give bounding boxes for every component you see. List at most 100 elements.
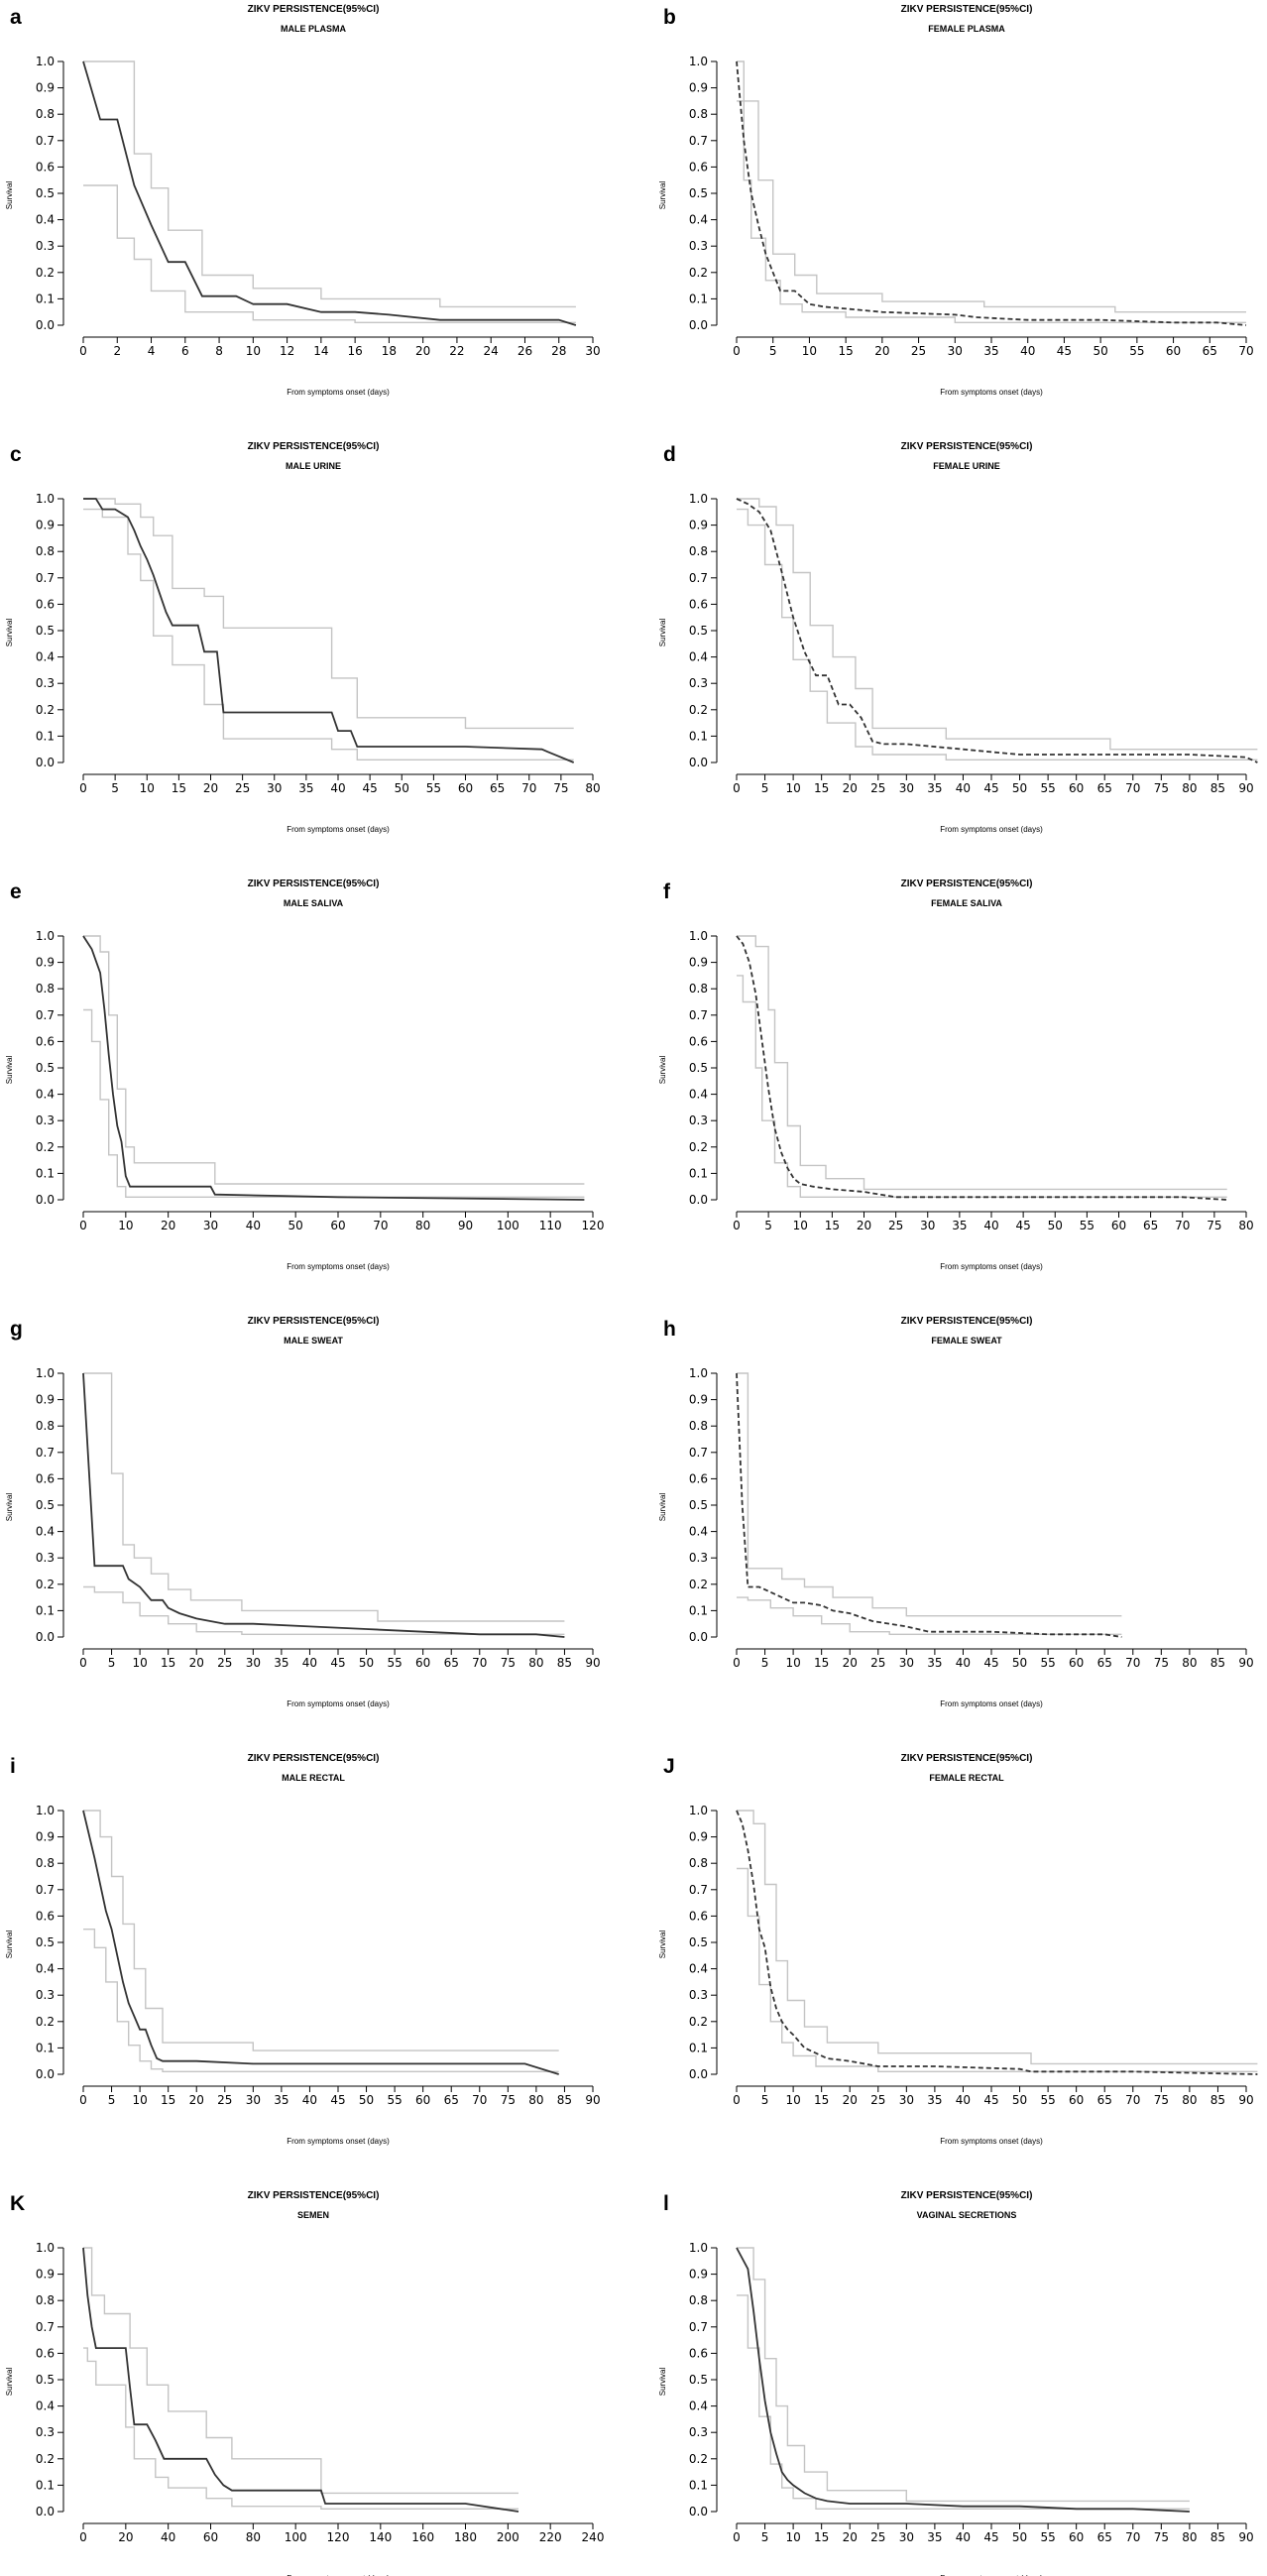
x-tick-label: 15 — [839, 344, 854, 358]
y-tick-label: 0.5 — [689, 1935, 708, 1949]
y-tick-label: 0.0 — [36, 1193, 55, 1207]
x-tick-label: 20 — [189, 1656, 204, 1670]
y-tick-label: 0.5 — [36, 1498, 55, 1512]
ci-lower-line — [83, 1928, 559, 2073]
panel-J: J ZIKV PERSISTENCE(95%CI) FEMALE RECTAL 0.0… — [658, 1753, 1258, 2146]
y-tick-label: 0.9 — [36, 1830, 55, 1844]
x-tick-label: 70 — [373, 1219, 388, 1232]
y-tick-label: 0.9 — [36, 956, 55, 970]
x-tick-label: 180 — [454, 2530, 477, 2544]
panel-d: d ZIKV PERSISTENCE(95%CI) FEMALE URINE 0.0 0… — [658, 441, 1258, 834]
x-tick-label: 50 — [1048, 1219, 1063, 1232]
x-tick-label: 5 — [111, 781, 119, 795]
chart-title: ZIKV PERSISTENCE(95%CI) — [248, 1316, 380, 1327]
x-tick-label: 85 — [1210, 2530, 1225, 2544]
x-tick-label: 45 — [1015, 1219, 1030, 1232]
y-tick-label: 1.0 — [36, 55, 55, 68]
y-tick-label: 0.6 — [689, 1034, 708, 1048]
ci-upper-line — [737, 1372, 1122, 1617]
y-tick-label: 0.5 — [689, 2373, 708, 2387]
y-tick-label: 0.5 — [689, 186, 708, 200]
x-tick-label: 30 — [267, 781, 282, 795]
x-tick-label: 35 — [927, 781, 942, 795]
y-tick-label: 0.4 — [689, 213, 708, 227]
panel-e: e ZIKV PERSISTENCE(95%CI) MALE SALIVA 0.0 0.… — [5, 878, 604, 1271]
x-axis-label: From symptoms onset (days) — [940, 2137, 1043, 2146]
x-tick-label: 10 — [118, 1219, 133, 1232]
x-tick-label: 35 — [983, 344, 998, 358]
x-tick-label: 40 — [246, 1219, 261, 1232]
ci-upper-line — [737, 1810, 1258, 2065]
x-tick-label: 25 — [870, 1656, 885, 1670]
x-tick-label: 14 — [313, 344, 328, 358]
survival-estimate-line — [82, 935, 585, 1201]
x-tick-label: 10 — [785, 2530, 800, 2544]
x-tick-label: 25 — [870, 2530, 885, 2544]
y-tick-label: 0.1 — [36, 729, 55, 743]
y-tick-label: 0.7 — [689, 2320, 708, 2334]
panel-l: l ZIKV PERSISTENCE(95%CI) VAGINAL SECRETIO… — [658, 2190, 1254, 2576]
panel-letter: J — [663, 1755, 675, 1778]
chart-subtitle: MALE RECTAL — [282, 1773, 345, 1783]
chart-subtitle: FEMALE SWEAT — [931, 1336, 1002, 1346]
x-tick-label: 120 — [582, 1219, 605, 1232]
x-tick-label: 10 — [802, 344, 817, 358]
x-tick-label: 60 — [415, 2093, 430, 2107]
x-tick-label: 55 — [1040, 2530, 1055, 2544]
x-axis-label: From symptoms onset (days) — [287, 2574, 390, 2576]
panel-letter: c — [10, 443, 22, 466]
x-tick-label: 85 — [557, 2093, 572, 2107]
x-tick-label: 40 — [983, 1219, 998, 1232]
x-tick-label: 20 — [118, 2530, 133, 2544]
y-tick-label: 1.0 — [689, 1804, 708, 1817]
x-tick-label: 60 — [1069, 2530, 1084, 2544]
y-tick-label: 0.1 — [689, 2478, 708, 2492]
x-tick-label: 25 — [235, 781, 250, 795]
panel-letter: d — [663, 443, 676, 466]
x-tick-label: 25 — [217, 1656, 232, 1670]
x-tick-label: 75 — [1154, 781, 1169, 795]
x-tick-label: 10 — [785, 2093, 800, 2107]
chart-title: ZIKV PERSISTENCE(95%CI) — [901, 1316, 1033, 1327]
x-tick-label: 70 — [1175, 1219, 1190, 1232]
x-tick-label: 15 — [814, 2093, 829, 2107]
y-tick-label: 0.8 — [689, 1856, 708, 1870]
x-axis-label: From symptoms onset (days) — [940, 388, 1043, 397]
x-tick-label: 55 — [1040, 1656, 1055, 1670]
x-tick-label: 25 — [870, 2093, 885, 2107]
x-tick-label: 65 — [1203, 344, 1217, 358]
x-tick-label: 5 — [108, 2093, 116, 2107]
panel-letter: b — [663, 6, 676, 29]
x-tick-label: 60 — [415, 1656, 430, 1670]
x-tick-label: 0 — [79, 2530, 87, 2544]
y-tick-label: 0.7 — [36, 571, 55, 585]
x-tick-label: 12 — [280, 344, 294, 358]
x-tick-label: 80 — [1182, 2530, 1197, 2544]
y-tick-label: 0.9 — [689, 81, 708, 95]
y-axis-label: Survival — [658, 1931, 667, 1959]
y-tick-label: 1.0 — [689, 492, 708, 506]
x-tick-label: 80 — [1182, 781, 1197, 795]
x-tick-label: 0 — [733, 1219, 741, 1232]
y-tick-label: 0.1 — [36, 2478, 55, 2492]
ci-lower-line — [83, 184, 576, 323]
survival-estimate-line — [82, 60, 577, 326]
x-tick-label: 50 — [359, 1656, 374, 1670]
chart-title: ZIKV PERSISTENCE(95%CI) — [248, 441, 380, 452]
x-tick-label: 55 — [426, 781, 441, 795]
y-axis-label: Survival — [5, 1493, 14, 1522]
x-tick-label: 65 — [1097, 1656, 1112, 1670]
x-axis-label: From symptoms onset (days) — [940, 2574, 1043, 2576]
y-tick-label: 0.6 — [36, 160, 55, 174]
x-axis-label: From symptoms onset (days) — [287, 825, 390, 834]
chart-title: ZIKV PERSISTENCE(95%CI) — [248, 878, 380, 889]
y-tick-label: 0.8 — [36, 2293, 55, 2307]
y-tick-label: 0.2 — [36, 2015, 55, 2029]
y-tick-label: 0.2 — [36, 2452, 55, 2466]
y-tick-label: 0.2 — [689, 1578, 708, 1591]
ci-upper-line — [83, 1810, 559, 2051]
y-tick-label: 0.3 — [36, 676, 55, 690]
y-tick-label: 0.7 — [689, 134, 708, 148]
x-tick-label: 8 — [215, 344, 223, 358]
